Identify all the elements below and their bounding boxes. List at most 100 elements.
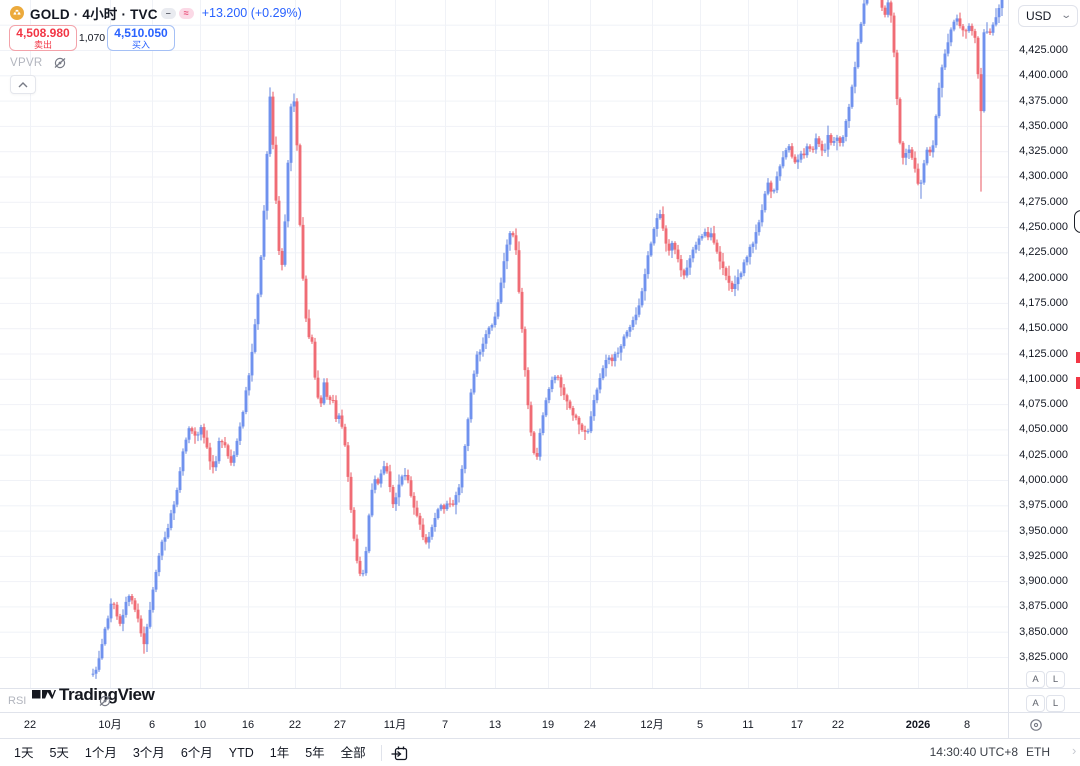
price-axis-label: 4,050.000	[1019, 423, 1068, 435]
time-axis-label: 7	[441, 719, 449, 731]
price-axis-label: 4,375.000	[1019, 95, 1068, 107]
time-axis-label: 24	[583, 719, 597, 731]
legend-collapse-button[interactable]	[10, 75, 36, 94]
price-axis-label: 4,175.000	[1019, 297, 1068, 309]
range-button-1个月[interactable]: 1个月	[84, 745, 117, 760]
price-axis-label: 3,875.000	[1019, 600, 1068, 612]
time-axis-label: 17	[790, 719, 804, 731]
price-axis-label: 4,000.000	[1019, 474, 1068, 486]
price-axis-label: 4,400.000	[1019, 69, 1068, 81]
auto-scale-button-main[interactable]: A	[1026, 671, 1045, 688]
gold-symbol-icon	[10, 6, 24, 20]
price-axis-label: 4,100.000	[1019, 373, 1068, 385]
chevron-down-icon: ⌄	[1059, 10, 1072, 21]
approx-pill[interactable]: ≈	[178, 7, 194, 19]
spread-value: 1,070	[78, 32, 106, 44]
time-axis-separator	[0, 738, 1080, 739]
eye-hidden-icon[interactable]	[52, 56, 68, 70]
sell-button[interactable]: 4,508.980 卖出	[9, 25, 77, 51]
range-button-YTD[interactable]: YTD	[228, 745, 254, 760]
range-button-5天[interactable]: 5天	[49, 745, 69, 760]
price-axis-label: 4,025.000	[1019, 449, 1068, 461]
tradingview-logo[interactable]: TradingView	[32, 685, 155, 705]
symbol-title[interactable]: GOLD · 4小时 · TVC	[30, 7, 158, 22]
hide-marks-pill[interactable]: –	[160, 7, 176, 19]
time-axis-label: 22	[831, 719, 845, 731]
log-scale-button-rsi[interactable]: L	[1046, 695, 1065, 712]
price-change: +13.200 (+0.29%)	[201, 6, 302, 20]
indicator-vpvr-row: VPVR	[10, 56, 68, 70]
sell-label: 卖出	[33, 39, 52, 50]
range-button-全部[interactable]: 全部	[340, 745, 366, 760]
price-axis-label: 3,850.000	[1019, 626, 1068, 638]
price-axis-border	[1008, 0, 1009, 738]
price-axis-label: 4,325.000	[1019, 145, 1068, 157]
symbol-legend: GOLD · 4小时 · TVC – ≈ +13.200 (+0.29%)	[10, 4, 302, 22]
range-button-3个月[interactable]: 3个月	[132, 745, 165, 760]
price-axis-label: 4,150.000	[1019, 322, 1068, 334]
clipped-toolbar-button[interactable]	[1074, 210, 1080, 233]
range-button-1天[interactable]: 1天	[14, 745, 34, 760]
time-axis-label: 13	[488, 719, 502, 731]
price-axis-label: 4,200.000	[1019, 272, 1068, 284]
price-axis-label: 3,900.000	[1019, 575, 1068, 587]
order-panel: 4,508.980 卖出 1,070 4,510.050 买入	[9, 25, 175, 51]
time-axis-label: 19	[541, 719, 555, 731]
price-axis-label: 3,975.000	[1019, 499, 1068, 511]
range-button-6个月[interactable]: 6个月	[180, 745, 213, 760]
price-axis-label: 4,275.000	[1019, 196, 1068, 208]
clipped-red-label-2	[1076, 377, 1080, 389]
eye-hidden-icon[interactable]	[97, 694, 113, 708]
calendar-arrow-icon	[391, 746, 408, 760]
tradingview-logo-text: TradingView	[59, 685, 155, 704]
range-toolbar: 1天 5天 1个月 3个月 6个月 YTD 1年 5年 全部	[6, 739, 411, 766]
pane-separator-rsi	[0, 712, 1080, 713]
session-eth-toggle[interactable]: ETH	[1026, 745, 1050, 759]
toolbar-divider	[380, 744, 382, 761]
price-axis-label: 4,225.000	[1019, 246, 1068, 258]
axis-settings-icon[interactable]	[1029, 718, 1043, 732]
time-axis-label: 6	[148, 719, 156, 731]
price-axis-label: 4,425.000	[1019, 44, 1068, 56]
price-axis-label: 3,825.000	[1019, 651, 1068, 663]
price-axis-label: 4,250.000	[1019, 221, 1068, 233]
time-axis-label: 10	[193, 719, 207, 731]
price-axis-label: 4,075.000	[1019, 398, 1068, 410]
range-button-1年[interactable]: 1年	[269, 745, 290, 760]
time-axis-label: 27	[333, 719, 347, 731]
time-axis-label: 2026	[905, 719, 931, 731]
pane-separator-main[interactable]	[0, 688, 1080, 689]
buy-label: 买入	[131, 39, 150, 50]
tradingview-glyph-icon	[32, 690, 56, 699]
buy-button[interactable]: 4,510.050 买入	[107, 25, 175, 51]
sell-price: 4,508.980	[16, 25, 70, 40]
chart-canvas[interactable]	[0, 0, 1008, 689]
time-axis-label: 16	[241, 719, 255, 731]
time-axis-label: 11	[742, 719, 754, 731]
auto-scale-button-rsi[interactable]: A	[1026, 695, 1045, 712]
rsi-label[interactable]: RSI	[8, 695, 27, 707]
time-axis-label: 8	[963, 719, 971, 731]
log-scale-button-main[interactable]: L	[1046, 671, 1065, 688]
clipped-chevron-right-icon: ›	[1072, 743, 1077, 758]
buy-price: 4,510.050	[114, 25, 168, 40]
price-axis-label: 3,950.000	[1019, 525, 1068, 537]
currency-selector[interactable]: USD ⌄	[1018, 5, 1078, 27]
clock-utc-button[interactable]: 14:30:40 UTC+8	[929, 745, 1018, 759]
time-axis-label: 11月	[383, 719, 407, 731]
vpvr-label[interactable]: VPVR	[10, 57, 43, 69]
time-axis-label: 5	[696, 719, 704, 731]
chevron-up-icon	[18, 81, 28, 87]
range-button-5年[interactable]: 5年	[305, 745, 325, 760]
time-axis-label: 12月	[640, 719, 664, 731]
price-axis-label: 4,300.000	[1019, 170, 1068, 182]
go-to-date-button[interactable]	[389, 743, 411, 763]
time-axis-label: 22	[288, 719, 302, 731]
price-axis-label: 3,925.000	[1019, 550, 1068, 562]
clipped-red-label-1	[1076, 352, 1080, 363]
time-axis-label: 22	[23, 719, 37, 731]
price-axis-label: 4,125.000	[1019, 348, 1068, 360]
price-axis-label: 4,350.000	[1019, 120, 1068, 132]
currency-label: USD	[1026, 9, 1052, 23]
